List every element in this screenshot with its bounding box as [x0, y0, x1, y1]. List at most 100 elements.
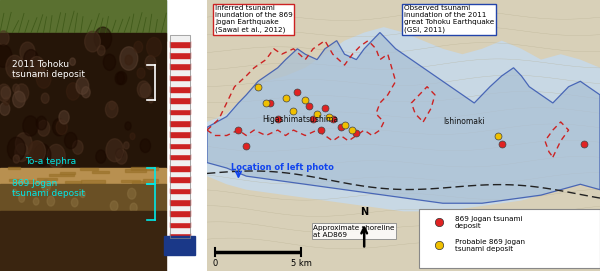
Circle shape	[120, 47, 138, 70]
Circle shape	[0, 102, 10, 115]
Bar	[170, 35, 190, 41]
Bar	[170, 58, 190, 63]
Bar	[92, 171, 109, 173]
Bar	[170, 210, 190, 216]
Circle shape	[97, 46, 105, 56]
Circle shape	[116, 72, 127, 85]
Text: 2011 Tohoku
tsunami deposit: 2011 Tohoku tsunami deposit	[13, 60, 85, 79]
Circle shape	[56, 120, 67, 135]
Bar	[170, 227, 190, 233]
Circle shape	[146, 37, 161, 57]
Bar	[170, 216, 190, 222]
Circle shape	[38, 120, 50, 136]
Bar	[164, 236, 194, 255]
Text: 5 km: 5 km	[291, 259, 312, 268]
Circle shape	[13, 189, 17, 194]
Bar	[0, 33, 166, 168]
Bar	[170, 222, 190, 227]
Circle shape	[67, 83, 80, 100]
Circle shape	[109, 101, 115, 110]
Circle shape	[13, 91, 25, 108]
Bar	[170, 131, 190, 137]
Circle shape	[137, 68, 145, 78]
Bar	[170, 52, 190, 58]
Bar	[170, 103, 190, 109]
Circle shape	[15, 84, 29, 102]
Circle shape	[82, 87, 90, 98]
Bar	[80, 168, 98, 170]
Bar	[125, 169, 146, 172]
Circle shape	[137, 81, 150, 98]
Circle shape	[96, 150, 106, 163]
Bar	[170, 114, 190, 120]
Circle shape	[145, 56, 156, 69]
Circle shape	[47, 144, 65, 168]
Polygon shape	[207, 33, 600, 203]
Bar	[170, 47, 190, 52]
Circle shape	[125, 55, 133, 65]
Circle shape	[94, 27, 112, 50]
Bar	[170, 148, 190, 154]
Bar	[170, 109, 190, 114]
Circle shape	[140, 83, 151, 98]
Circle shape	[115, 72, 125, 85]
Circle shape	[0, 31, 9, 46]
Text: 0: 0	[212, 259, 217, 268]
Bar	[170, 125, 190, 131]
Bar	[24, 180, 35, 182]
Text: To-a tephra: To-a tephra	[25, 157, 76, 166]
Circle shape	[71, 198, 78, 207]
Bar	[65, 181, 81, 183]
Text: Approximate shoreline
at AD869: Approximate shoreline at AD869	[313, 225, 395, 238]
Circle shape	[76, 78, 89, 94]
Circle shape	[37, 69, 51, 88]
Bar	[0, 0, 166, 41]
Bar	[170, 199, 190, 205]
Circle shape	[19, 195, 25, 202]
Circle shape	[29, 141, 46, 162]
Circle shape	[24, 50, 38, 69]
Bar	[170, 171, 190, 176]
Bar	[0, 211, 166, 271]
Bar	[170, 69, 190, 75]
Bar	[170, 63, 190, 69]
Circle shape	[130, 133, 135, 140]
Circle shape	[85, 31, 100, 52]
Circle shape	[41, 180, 50, 192]
Circle shape	[47, 196, 55, 206]
Circle shape	[125, 122, 131, 130]
Circle shape	[130, 203, 137, 212]
Circle shape	[29, 141, 43, 159]
Circle shape	[64, 133, 77, 149]
Circle shape	[4, 97, 10, 105]
Bar	[49, 174, 74, 176]
Bar	[170, 188, 190, 193]
Circle shape	[23, 116, 38, 136]
FancyBboxPatch shape	[419, 209, 600, 268]
Bar	[170, 80, 190, 86]
Bar	[170, 120, 190, 125]
Circle shape	[70, 58, 76, 65]
Bar	[0, 0, 166, 33]
Text: Location of left photo: Location of left photo	[230, 163, 334, 172]
Bar	[170, 143, 190, 148]
Bar	[143, 179, 158, 182]
Circle shape	[110, 201, 118, 211]
Circle shape	[29, 56, 45, 78]
Circle shape	[20, 42, 35, 62]
Bar	[37, 178, 56, 180]
Circle shape	[128, 188, 136, 199]
Circle shape	[134, 41, 143, 53]
Text: 869 Jogan
tsunami deposit: 869 Jogan tsunami deposit	[13, 179, 85, 198]
Circle shape	[53, 118, 66, 136]
Circle shape	[34, 144, 51, 166]
Circle shape	[116, 149, 123, 158]
Bar	[170, 165, 190, 171]
Bar	[8, 167, 20, 169]
Circle shape	[16, 133, 32, 155]
Bar	[170, 233, 190, 238]
Bar	[170, 176, 190, 182]
Bar	[170, 205, 190, 210]
Bar	[170, 182, 190, 188]
Text: Higashimatsushima: Higashimatsushima	[262, 115, 338, 124]
